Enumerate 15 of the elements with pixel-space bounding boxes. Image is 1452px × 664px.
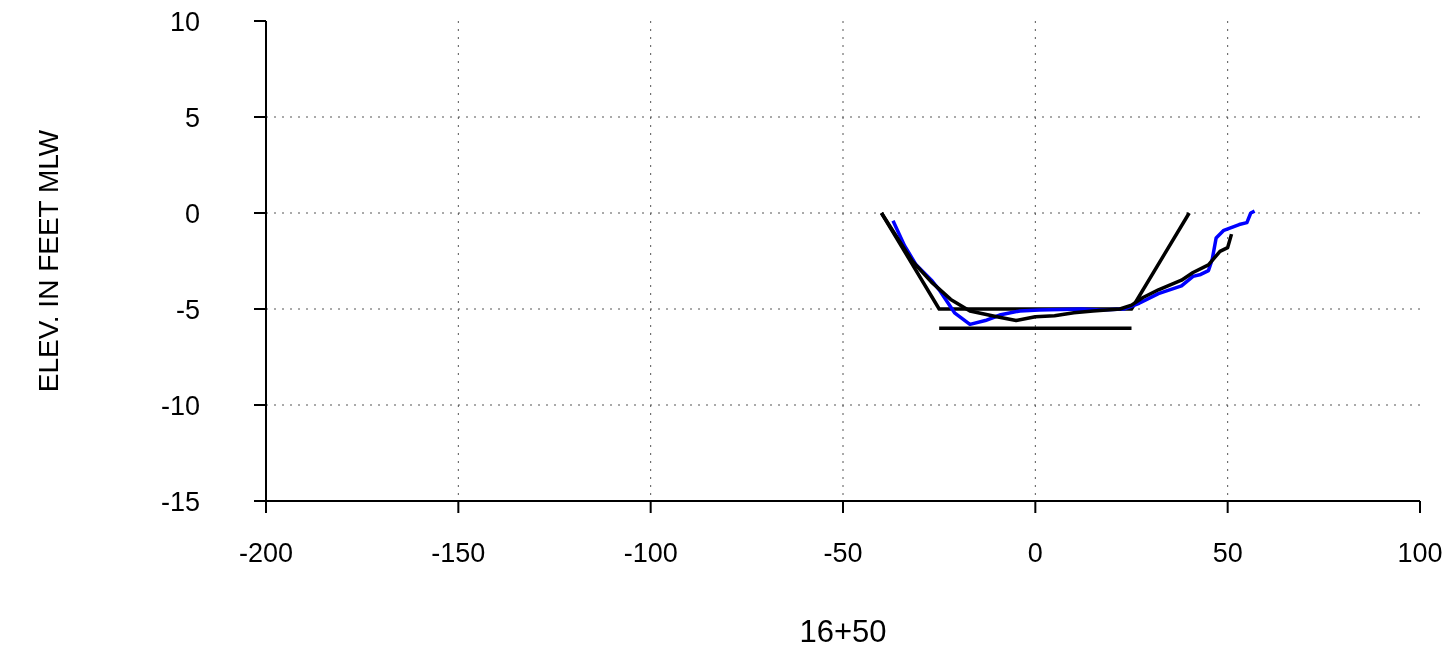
y-tick-label: -10 [160,390,200,421]
x-tick-label: -100 [623,538,678,569]
x-tick-label: -150 [431,538,486,569]
x-tick-label: 50 [1212,538,1243,569]
y-tick-label: -5 [175,294,200,325]
x-tick-label: 100 [1397,538,1443,569]
x-tick-label: 0 [1027,538,1043,569]
y-tick-label: 10 [169,6,200,37]
x-axis-title: 16+50 [799,614,887,649]
y-tick-label: 0 [184,198,200,229]
y-tick-label: -15 [160,486,200,517]
y-axis-title: ELEV. IN FEET MLW [32,129,64,393]
x-tick-label: -200 [238,538,294,569]
x-tick-label: -50 [823,538,863,569]
y-tick-label: 5 [184,102,200,133]
